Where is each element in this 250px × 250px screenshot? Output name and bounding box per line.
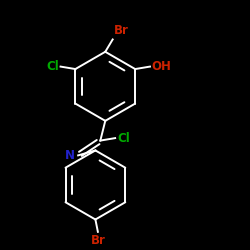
Text: N: N	[64, 149, 74, 162]
Text: Br: Br	[114, 24, 129, 37]
Text: OH: OH	[151, 60, 171, 73]
Text: Cl: Cl	[118, 132, 130, 144]
Text: Br: Br	[90, 234, 105, 247]
Text: Cl: Cl	[46, 60, 59, 73]
